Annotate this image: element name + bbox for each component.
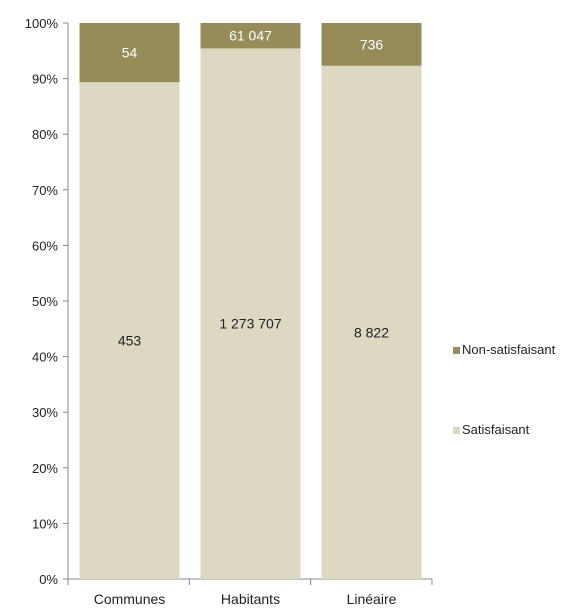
y-tick-label: 70%	[32, 183, 58, 198]
y-tick-label: 60%	[32, 238, 58, 253]
data-label-communes-satisfaisant: 453	[118, 333, 142, 349]
bar-lineaire-satisfaisant	[321, 65, 422, 580]
y-tick-label: 30%	[32, 405, 58, 420]
data-label-communes-non-satisfaisant: 54	[122, 45, 138, 61]
legend-label-non-satisfaisant: Non-satisfaisant	[462, 342, 556, 357]
data-label-habitants-satisfaisant: 1 273 707	[219, 316, 281, 332]
legend: Non-satisfaisant Satisfaisant	[453, 342, 556, 437]
bar-communes-non-satisfaisant	[79, 23, 180, 83]
x-tick-label-communes: Communes	[94, 591, 166, 607]
y-tick-label: 90%	[32, 72, 58, 87]
data-labels: 453 54 1 273 707 61 047 8 822 736	[118, 28, 389, 349]
bars	[79, 23, 422, 580]
y-tick-label: 0%	[39, 572, 58, 587]
y-tick-label: 20%	[32, 461, 58, 476]
bar-lineaire-non-satisfaisant	[321, 23, 422, 66]
data-label-lineaire-satisfaisant: 8 822	[354, 324, 389, 340]
data-label-lineaire-non-satisfaisant: 736	[360, 36, 384, 52]
bar-habitants-satisfaisant	[200, 48, 301, 579]
y-tick-label: 50%	[32, 294, 58, 309]
x-tick-label-lineaire: Linéaire	[347, 591, 397, 607]
y-tick-label: 100%	[25, 16, 59, 31]
y-tick-label: 10%	[32, 516, 58, 531]
bar-habitants-non-satisfaisant	[200, 23, 301, 49]
y-tick-label: 40%	[32, 350, 58, 365]
y-tick-label: 80%	[32, 127, 58, 142]
legend-swatch-satisfaisant	[453, 427, 460, 434]
data-label-habitants-non-satisfaisant: 61 047	[229, 28, 272, 44]
bar-communes-satisfaisant	[79, 82, 180, 579]
x-tick-label-habitants: Habitants	[221, 591, 280, 607]
legend-swatch-non-satisfaisant	[453, 347, 460, 354]
legend-label-satisfaisant: Satisfaisant	[462, 422, 530, 437]
